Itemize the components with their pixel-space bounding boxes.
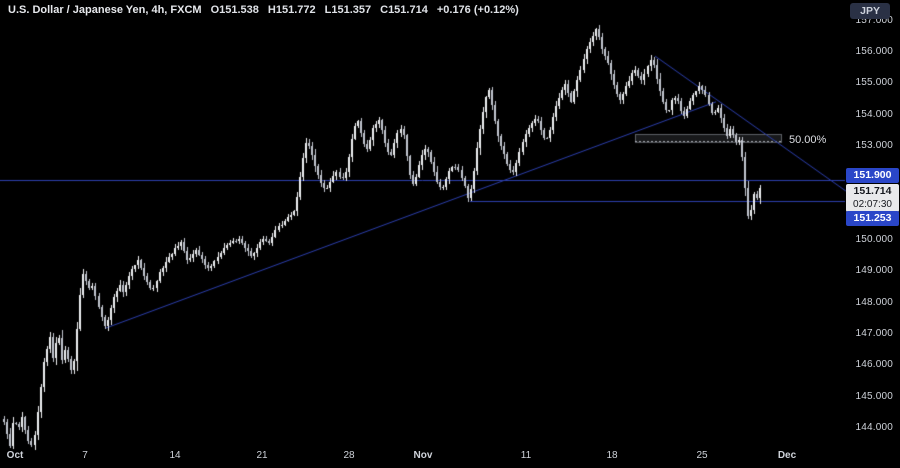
y-axis-label: 148.000 xyxy=(855,296,893,308)
x-axis-label: 28 xyxy=(343,450,355,461)
x-axis-label: 7 xyxy=(82,450,88,461)
symbol-info-bar: U.S. Dollar / Japanese Yen, 4h, FXCM O151… xyxy=(8,4,519,16)
ohlc-token: C151.714 xyxy=(380,4,428,16)
y-axis-label: 146.000 xyxy=(855,359,893,371)
last-price-badge: 151.714 02:07:30 xyxy=(846,184,899,212)
x-axis-label: Oct xyxy=(6,450,24,461)
ohlc-token: +0.176 (+0.12%) xyxy=(436,4,519,16)
last-price-value: 151.714 xyxy=(853,185,892,197)
y-axis-label: 153.000 xyxy=(855,140,893,151)
x-axis-label: 25 xyxy=(696,450,708,461)
ohlc-values: O151.538 H151.772 L151.357 C151.714 +0.176 (… xyxy=(202,4,519,16)
symbol-title[interactable]: U.S. Dollar / Japanese Yen, 4h, FXCM xyxy=(8,4,202,16)
y-axis-label: 157.000 xyxy=(855,14,893,26)
candle-countdown: 02:07:30 xyxy=(853,199,892,210)
x-axis-label: 14 xyxy=(169,450,181,461)
y-axis-label: 156.000 xyxy=(855,46,893,57)
currency-badge[interactable]: JPY xyxy=(850,3,890,19)
ohlc-token: H151.772 xyxy=(267,4,316,16)
x-axis-label: Dec xyxy=(777,450,797,461)
x-axis-label: Nov xyxy=(413,450,433,461)
y-axis-label: 149.000 xyxy=(855,265,893,277)
ohlc-token: O151.538 xyxy=(210,4,259,16)
price-line-badge: 151.253 xyxy=(846,211,899,226)
y-axis-label: 155.000 xyxy=(855,77,893,89)
x-axis-label: 21 xyxy=(256,450,268,461)
x-axis-label: 11 xyxy=(520,450,532,461)
y-axis-label: 150.000 xyxy=(855,234,893,245)
fib-level-label[interactable]: 50.00% xyxy=(789,134,827,146)
x-axis-label: 18 xyxy=(606,450,618,461)
y-axis-label: 145.000 xyxy=(855,390,893,402)
y-axis-label: 147.000 xyxy=(855,328,893,339)
y-axis-label: 154.000 xyxy=(855,108,893,120)
y-axis-label: 144.000 xyxy=(855,422,893,433)
price-line-badge: 151.900 xyxy=(846,168,899,183)
ohlc-token: L151.357 xyxy=(324,4,372,16)
